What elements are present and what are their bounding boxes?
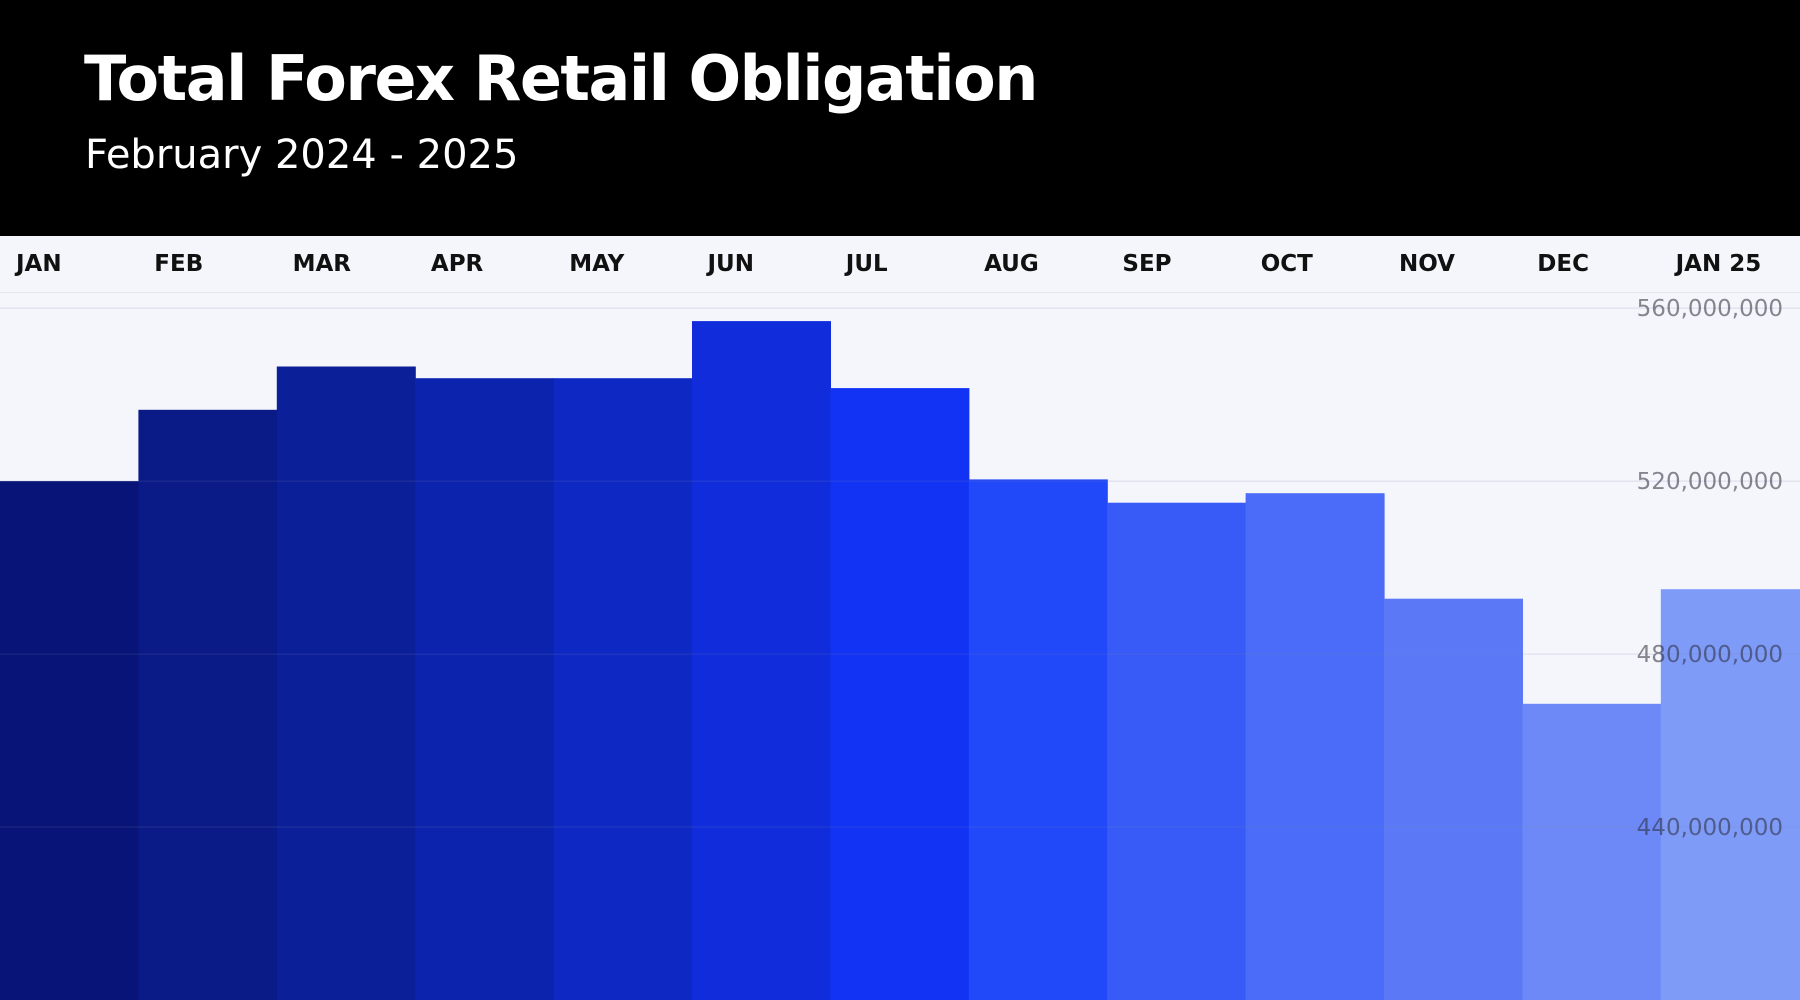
bar-oct <box>1245 493 1385 1000</box>
month-label-jan-25: JAN 25 <box>1675 251 1762 277</box>
y-tick-label: 520,000,000 <box>1637 469 1783 495</box>
bar-jan <box>0 481 139 1000</box>
month-label-nov: NOV <box>1399 251 1455 277</box>
bar-apr <box>415 378 555 1000</box>
month-label-oct: OCT <box>1260 251 1313 277</box>
bar-jan-25 <box>1660 589 1800 1000</box>
chart-header: Total Forex Retail Obligation February 2… <box>0 0 1800 236</box>
bar-may <box>553 378 693 1000</box>
bar-aug <box>968 479 1108 1000</box>
bar-nov <box>1384 598 1523 1000</box>
month-label-may: MAY <box>569 251 625 277</box>
month-label-dec: DEC <box>1537 251 1589 277</box>
bar-sep <box>1107 502 1247 1000</box>
bar-dec <box>1522 703 1662 1000</box>
bar-mar <box>276 366 416 1000</box>
y-tick-label: 440,000,000 <box>1637 815 1783 841</box>
month-label-apr: APR <box>430 251 484 277</box>
y-tick-label: 480,000,000 <box>1637 642 1783 668</box>
month-axis: JAN FEB MAR APR MAY JUN JUL AUG SEP OCT NOV DEC JAN … <box>0 236 1800 293</box>
bar-jul <box>830 388 970 1000</box>
bar-plot: 440,000,000 480,000,000 520,000,000 560,000… <box>0 293 1800 1000</box>
month-label-mar: MAR <box>292 251 351 277</box>
month-label-jul: JUL <box>845 251 888 277</box>
month-label-feb: FEB <box>154 251 204 277</box>
bar-jun <box>692 321 831 1000</box>
chart-subtitle: February 2024 - 2025 <box>85 132 519 178</box>
month-label-sep: SEP <box>1122 251 1172 277</box>
bar-feb <box>138 409 278 1000</box>
month-label-jun: JUN <box>707 251 754 277</box>
month-label-jan: JAN <box>16 251 62 277</box>
month-label-aug: AUG <box>984 251 1039 277</box>
y-tick-label: 560,000,000 <box>1637 296 1783 322</box>
chart-title: Total Forex Retail Obligation <box>84 42 1038 115</box>
